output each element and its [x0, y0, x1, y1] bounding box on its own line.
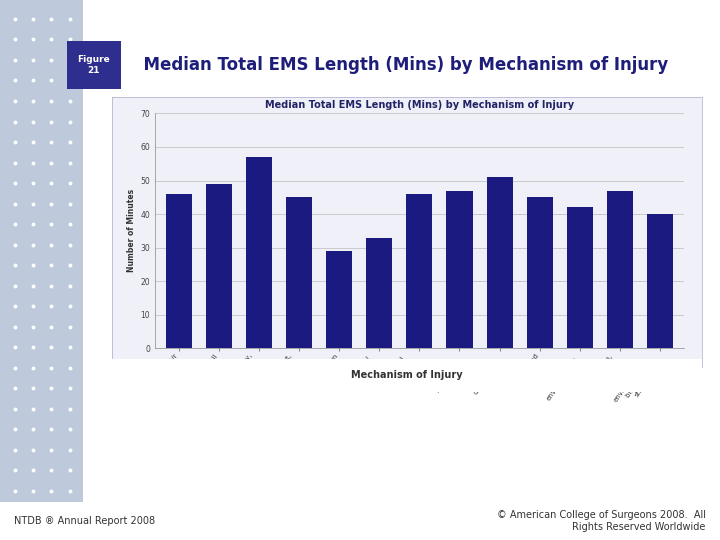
Bar	[326, 251, 352, 348]
Bar	[166, 194, 192, 348]
Bar	[406, 194, 433, 348]
Bar	[246, 157, 272, 348]
Bar	[286, 197, 312, 348]
Bar	[567, 207, 593, 348]
Text: NTDB ® Annual Report 2008: NTDB ® Annual Report 2008	[14, 516, 156, 526]
Y-axis label: Number of Minutes: Number of Minutes	[127, 190, 136, 272]
Bar	[206, 184, 232, 348]
Bar	[526, 197, 553, 348]
Text: Figure
21: Figure 21	[78, 55, 110, 75]
Bar	[647, 214, 673, 348]
Text: Mechanism of Injury: Mechanism of Injury	[351, 370, 463, 380]
Text: Median Total EMS Length (Mins) by Mechanism of Injury: Median Total EMS Length (Mins) by Mechan…	[132, 56, 668, 74]
Bar	[607, 191, 633, 348]
Title: Median Total EMS Length (Mins) by Mechanism of Injury: Median Total EMS Length (Mins) by Mechan…	[265, 100, 574, 110]
Bar	[446, 191, 472, 348]
Bar	[366, 238, 392, 348]
Text: © American College of Surgeons 2008.  All
Rights Reserved Worldwide: © American College of Surgeons 2008. All…	[497, 510, 706, 532]
Bar	[487, 177, 513, 348]
